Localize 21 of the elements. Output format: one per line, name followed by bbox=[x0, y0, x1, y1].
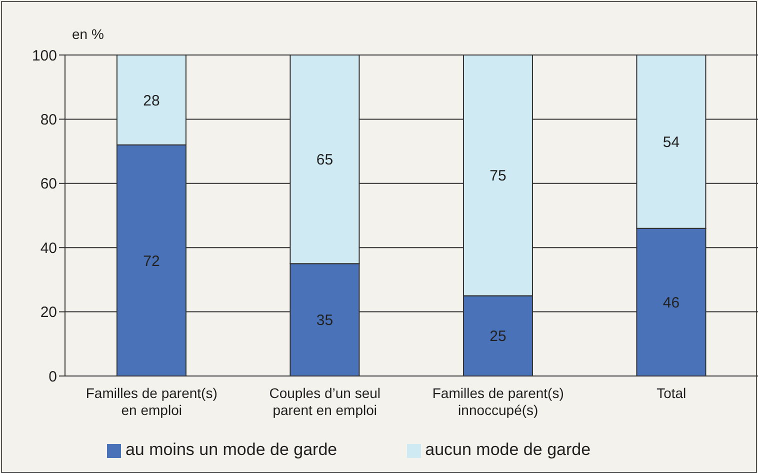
data-label: 65 bbox=[316, 152, 334, 169]
y-tick-label: 40 bbox=[40, 240, 57, 257]
data-label: 54 bbox=[662, 134, 680, 151]
x-tick-label: Couples d’un seul parent en emploi bbox=[269, 385, 381, 418]
legend-label: au moins un mode de garde bbox=[125, 440, 338, 459]
x-tick-label: Familles de parent(s) innoccupé(s) bbox=[432, 385, 564, 418]
legend-label: aucun mode de garde bbox=[425, 440, 591, 459]
data-label: 75 bbox=[490, 168, 506, 185]
data-label: 28 bbox=[143, 92, 160, 110]
x-tick-label: Total bbox=[656, 385, 686, 401]
data-label: 72 bbox=[143, 252, 160, 270]
x-tick-label: Familles de parent(s) en emploi bbox=[86, 385, 218, 418]
y-tick-label: 20 bbox=[40, 304, 57, 322]
data-label: 25 bbox=[490, 328, 506, 346]
data-label: 46 bbox=[662, 294, 680, 312]
y-axis-title: en % bbox=[72, 26, 104, 42]
y-tick-label: 0 bbox=[48, 368, 57, 386]
data-label: 35 bbox=[316, 312, 334, 330]
y-tick-label: 60 bbox=[40, 176, 57, 193]
y-tick-label: 100 bbox=[32, 47, 57, 64]
y-tick-label: 80 bbox=[40, 112, 57, 129]
